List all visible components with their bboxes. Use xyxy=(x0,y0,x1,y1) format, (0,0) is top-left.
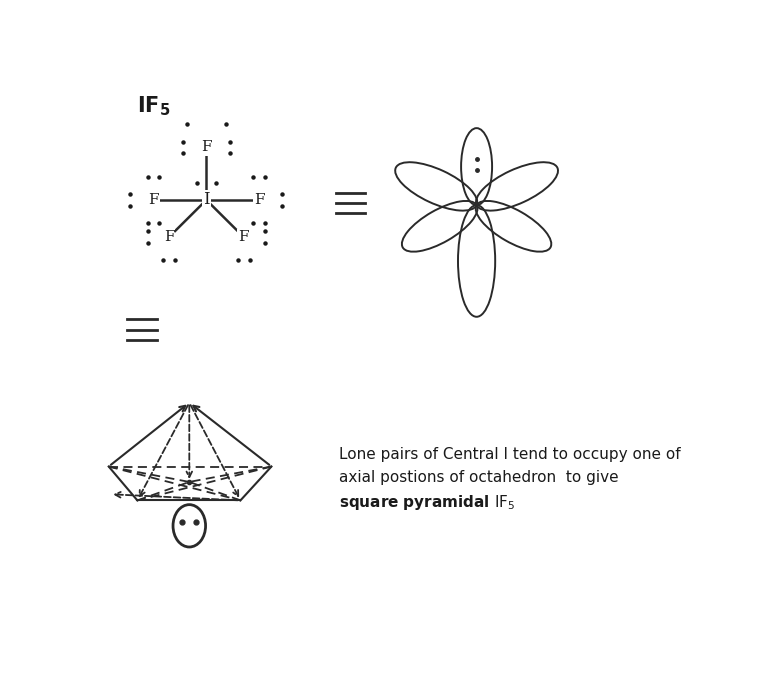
Text: F: F xyxy=(239,230,249,244)
Text: F: F xyxy=(254,193,265,207)
Text: F: F xyxy=(149,193,158,207)
Text: $\mathbf{square\ pyramidal}$$\rm{\ IF_5}$: $\mathbf{square\ pyramidal}$$\rm{\ IF_5}… xyxy=(339,493,515,511)
Text: I: I xyxy=(203,191,210,209)
Text: $\mathbf{IF_5}$: $\mathbf{IF_5}$ xyxy=(137,95,171,118)
Text: F: F xyxy=(201,141,211,154)
Text: axial postions of octahedron  to give: axial postions of octahedron to give xyxy=(339,470,619,485)
Text: F: F xyxy=(164,230,174,244)
Text: Lone pairs of Central I tend to occupy one of: Lone pairs of Central I tend to occupy o… xyxy=(339,446,681,462)
